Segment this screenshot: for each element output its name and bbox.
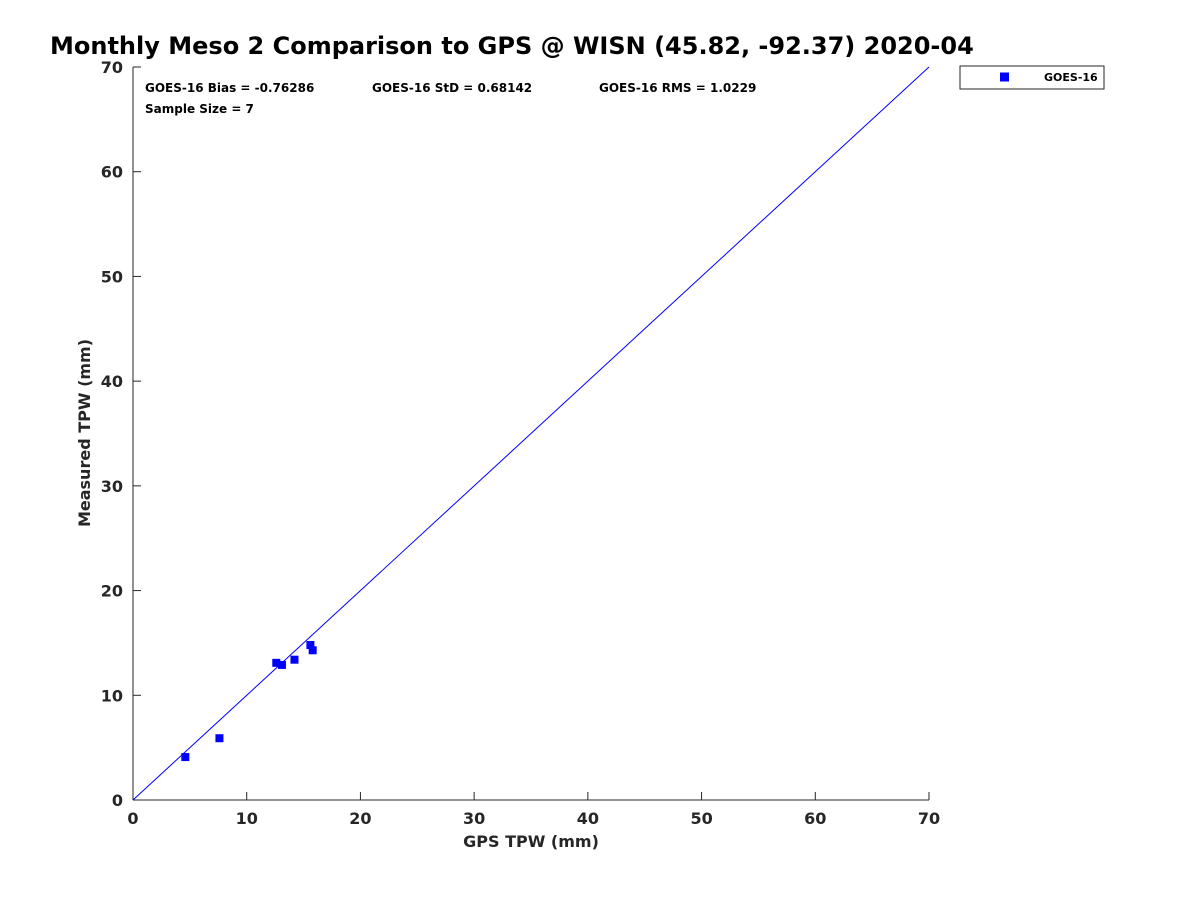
y-tick-label: 20	[101, 582, 123, 601]
y-tick-label: 70	[101, 58, 123, 77]
data-point	[290, 655, 299, 664]
legend: GOES-16	[959, 65, 1105, 90]
x-axis-label: GPS TPW (mm)	[463, 832, 599, 851]
x-tick-label: 70	[918, 809, 940, 828]
x-tick-label: 50	[690, 809, 712, 828]
std-annotation: GOES-16 StD = 0.68142	[372, 81, 532, 95]
x-tick-label: 60	[804, 809, 826, 828]
y-tick-label: 40	[101, 372, 123, 391]
x-tick-label: 40	[577, 809, 599, 828]
data-point	[277, 660, 286, 669]
bias-annotation: GOES-16 Bias = -0.76286	[145, 81, 314, 95]
data-point	[181, 753, 190, 762]
y-axis-label: Measured TPW (mm)	[75, 339, 94, 527]
sample-size-annotation: Sample Size = 7	[145, 102, 254, 116]
plot-area: 0 10 20 30 40 50 60 70 0 10 20 30 40 50 60 70	[101, 58, 940, 828]
x-tick-label: 0	[127, 809, 138, 828]
y-tick-label: 60	[101, 163, 123, 182]
x-tick-label: 30	[463, 809, 485, 828]
data-point	[308, 646, 317, 655]
data-point	[215, 734, 224, 743]
legend-marker	[1000, 72, 1009, 82]
x-tick-label: 20	[349, 809, 371, 828]
legend-label: GOES-16	[1044, 71, 1098, 84]
legend-box	[959, 65, 1105, 90]
y-tick-label: 30	[101, 477, 123, 496]
one-to-one-line	[132, 66, 930, 801]
data-point	[272, 658, 281, 667]
rms-annotation: GOES-16 RMS = 1.0229	[599, 81, 756, 95]
chart-title: Monthly Meso 2 Comparison to GPS @ WISN …	[50, 32, 974, 60]
x-tick-label: 10	[236, 809, 258, 828]
y-tick-label: 10	[101, 686, 123, 705]
y-tick-label: 50	[101, 267, 123, 286]
y-tick-label: 0	[112, 791, 123, 810]
data-point	[306, 641, 315, 650]
